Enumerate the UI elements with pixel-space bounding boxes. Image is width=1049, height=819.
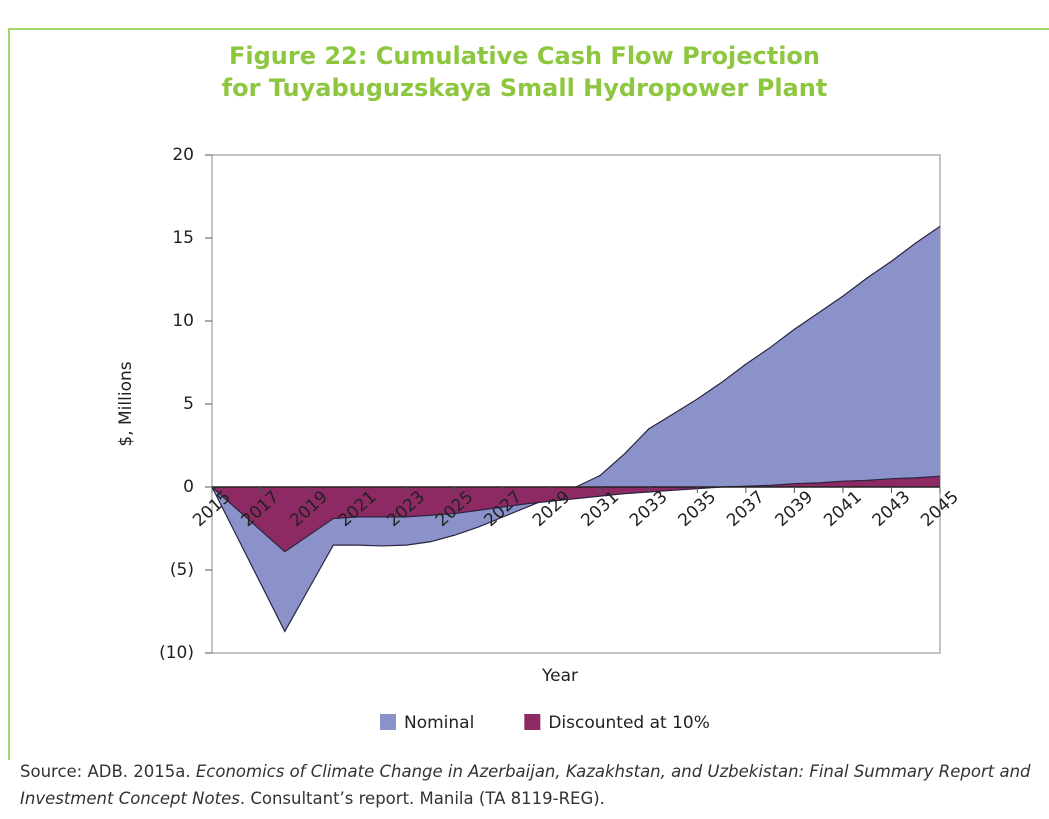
chart-title: Figure 22: Cumulative Cash Flow Projecti… — [0, 40, 1049, 104]
y-axis-label: $, Millions — [116, 361, 136, 446]
y-tick-label: 10 — [172, 311, 194, 331]
title-line: Figure 22: Cumulative Cash Flow Projecti… — [229, 42, 820, 70]
y-tick-label: (10) — [159, 643, 194, 663]
frame — [8, 28, 1049, 30]
legend-label: Discounted at 10% — [548, 713, 710, 733]
source-text: Source: ADB. 2015a. — [20, 762, 196, 781]
x-axis-label: Year — [541, 666, 578, 686]
y-tick-label: 5 — [183, 394, 194, 414]
source: Source: ADB. 2015a. Economics of Climate… — [20, 758, 1040, 812]
area — [212, 226, 940, 632]
x-tick-label: 2043 — [869, 487, 915, 531]
legend-label: Nominal — [404, 713, 474, 733]
y-tick-label: (5) — [170, 560, 194, 580]
area-edge — [211, 475, 941, 553]
area — [212, 476, 940, 552]
title-line: for Tuyabuguzskaya Small Hydropower Plan… — [221, 74, 828, 102]
x-tick-label: 2035 — [675, 487, 721, 531]
y-tick-label: 0 — [183, 477, 194, 497]
frame — [8, 28, 10, 760]
x-tick-label: 2039 — [772, 487, 818, 531]
legend-swatch — [524, 714, 541, 730]
x-tick-label: 2037 — [723, 487, 769, 531]
y-tick-label: 20 — [172, 145, 194, 165]
legend-swatch — [380, 714, 396, 730]
source-title: Economics of Climate Change in Azerbaija… — [20, 762, 1031, 808]
x-tick-label: 2041 — [820, 487, 866, 531]
y-tick-label: 15 — [172, 228, 194, 248]
source-text: . Consultant’s report. Manila (TA 8119-R… — [239, 789, 605, 808]
